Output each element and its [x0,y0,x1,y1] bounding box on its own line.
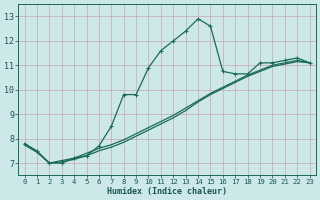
X-axis label: Humidex (Indice chaleur): Humidex (Indice chaleur) [107,187,227,196]
